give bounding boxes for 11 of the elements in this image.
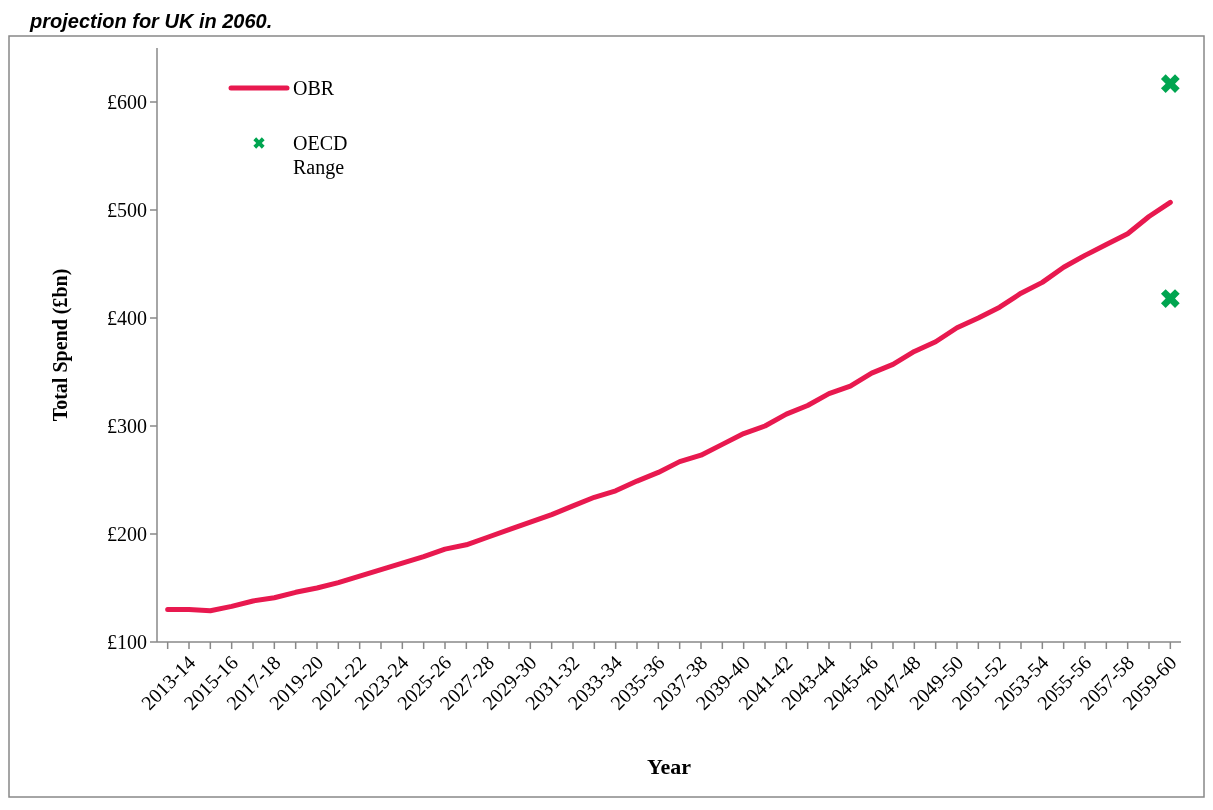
y-tick-label: £200	[107, 523, 147, 545]
legend-label: OBR	[293, 77, 335, 99]
y-tick-label: £600	[107, 91, 147, 113]
x-axis-title: Year	[647, 754, 692, 779]
y-tick-label: £500	[107, 199, 147, 221]
y-axis-title: Total Spend (£bn)	[49, 268, 72, 422]
y-tick-label: £400	[107, 307, 147, 329]
chart-title: projection for UK in 2060.	[29, 10, 273, 32]
legend-label: OECD Range	[293, 132, 348, 179]
y-tick-label: £100	[107, 631, 147, 653]
y-tick-label: £300	[107, 415, 147, 437]
